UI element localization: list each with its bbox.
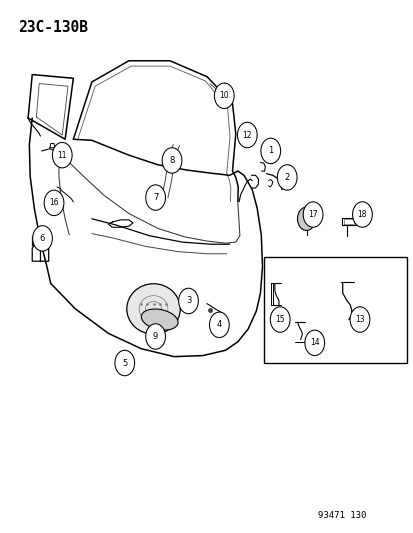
- Circle shape: [145, 324, 165, 349]
- Text: 12: 12: [242, 131, 252, 140]
- Circle shape: [302, 202, 322, 227]
- Circle shape: [145, 185, 165, 211]
- Circle shape: [209, 312, 229, 337]
- Text: 2: 2: [284, 173, 289, 182]
- Circle shape: [237, 122, 256, 148]
- Circle shape: [260, 138, 280, 164]
- Text: 3: 3: [185, 296, 191, 305]
- Circle shape: [44, 190, 64, 216]
- Circle shape: [115, 350, 134, 376]
- Text: 1: 1: [268, 147, 273, 156]
- Text: 17: 17: [308, 210, 317, 219]
- Text: 14: 14: [309, 338, 319, 348]
- Text: 23C-130B: 23C-130B: [18, 20, 88, 35]
- Text: 4: 4: [216, 320, 221, 329]
- Text: 10: 10: [219, 91, 228, 100]
- Text: 93471 130: 93471 130: [317, 511, 366, 520]
- Text: 7: 7: [152, 193, 158, 202]
- Ellipse shape: [141, 309, 178, 330]
- Text: 18: 18: [357, 210, 366, 219]
- Circle shape: [352, 202, 371, 227]
- Text: 11: 11: [57, 151, 67, 160]
- Circle shape: [270, 307, 290, 332]
- Circle shape: [178, 288, 198, 314]
- Circle shape: [297, 207, 315, 230]
- Circle shape: [162, 148, 181, 173]
- Text: 5: 5: [122, 359, 127, 367]
- Text: 6: 6: [40, 234, 45, 243]
- Text: 13: 13: [354, 315, 364, 324]
- Text: 15: 15: [275, 315, 284, 324]
- Text: 9: 9: [152, 332, 158, 341]
- Circle shape: [33, 225, 52, 251]
- Circle shape: [277, 165, 297, 190]
- Circle shape: [52, 142, 72, 168]
- FancyBboxPatch shape: [263, 257, 406, 363]
- Text: 8: 8: [169, 156, 174, 165]
- Circle shape: [214, 83, 234, 109]
- Ellipse shape: [126, 284, 180, 334]
- Text: 16: 16: [49, 198, 59, 207]
- Circle shape: [349, 307, 369, 332]
- Circle shape: [304, 330, 324, 356]
